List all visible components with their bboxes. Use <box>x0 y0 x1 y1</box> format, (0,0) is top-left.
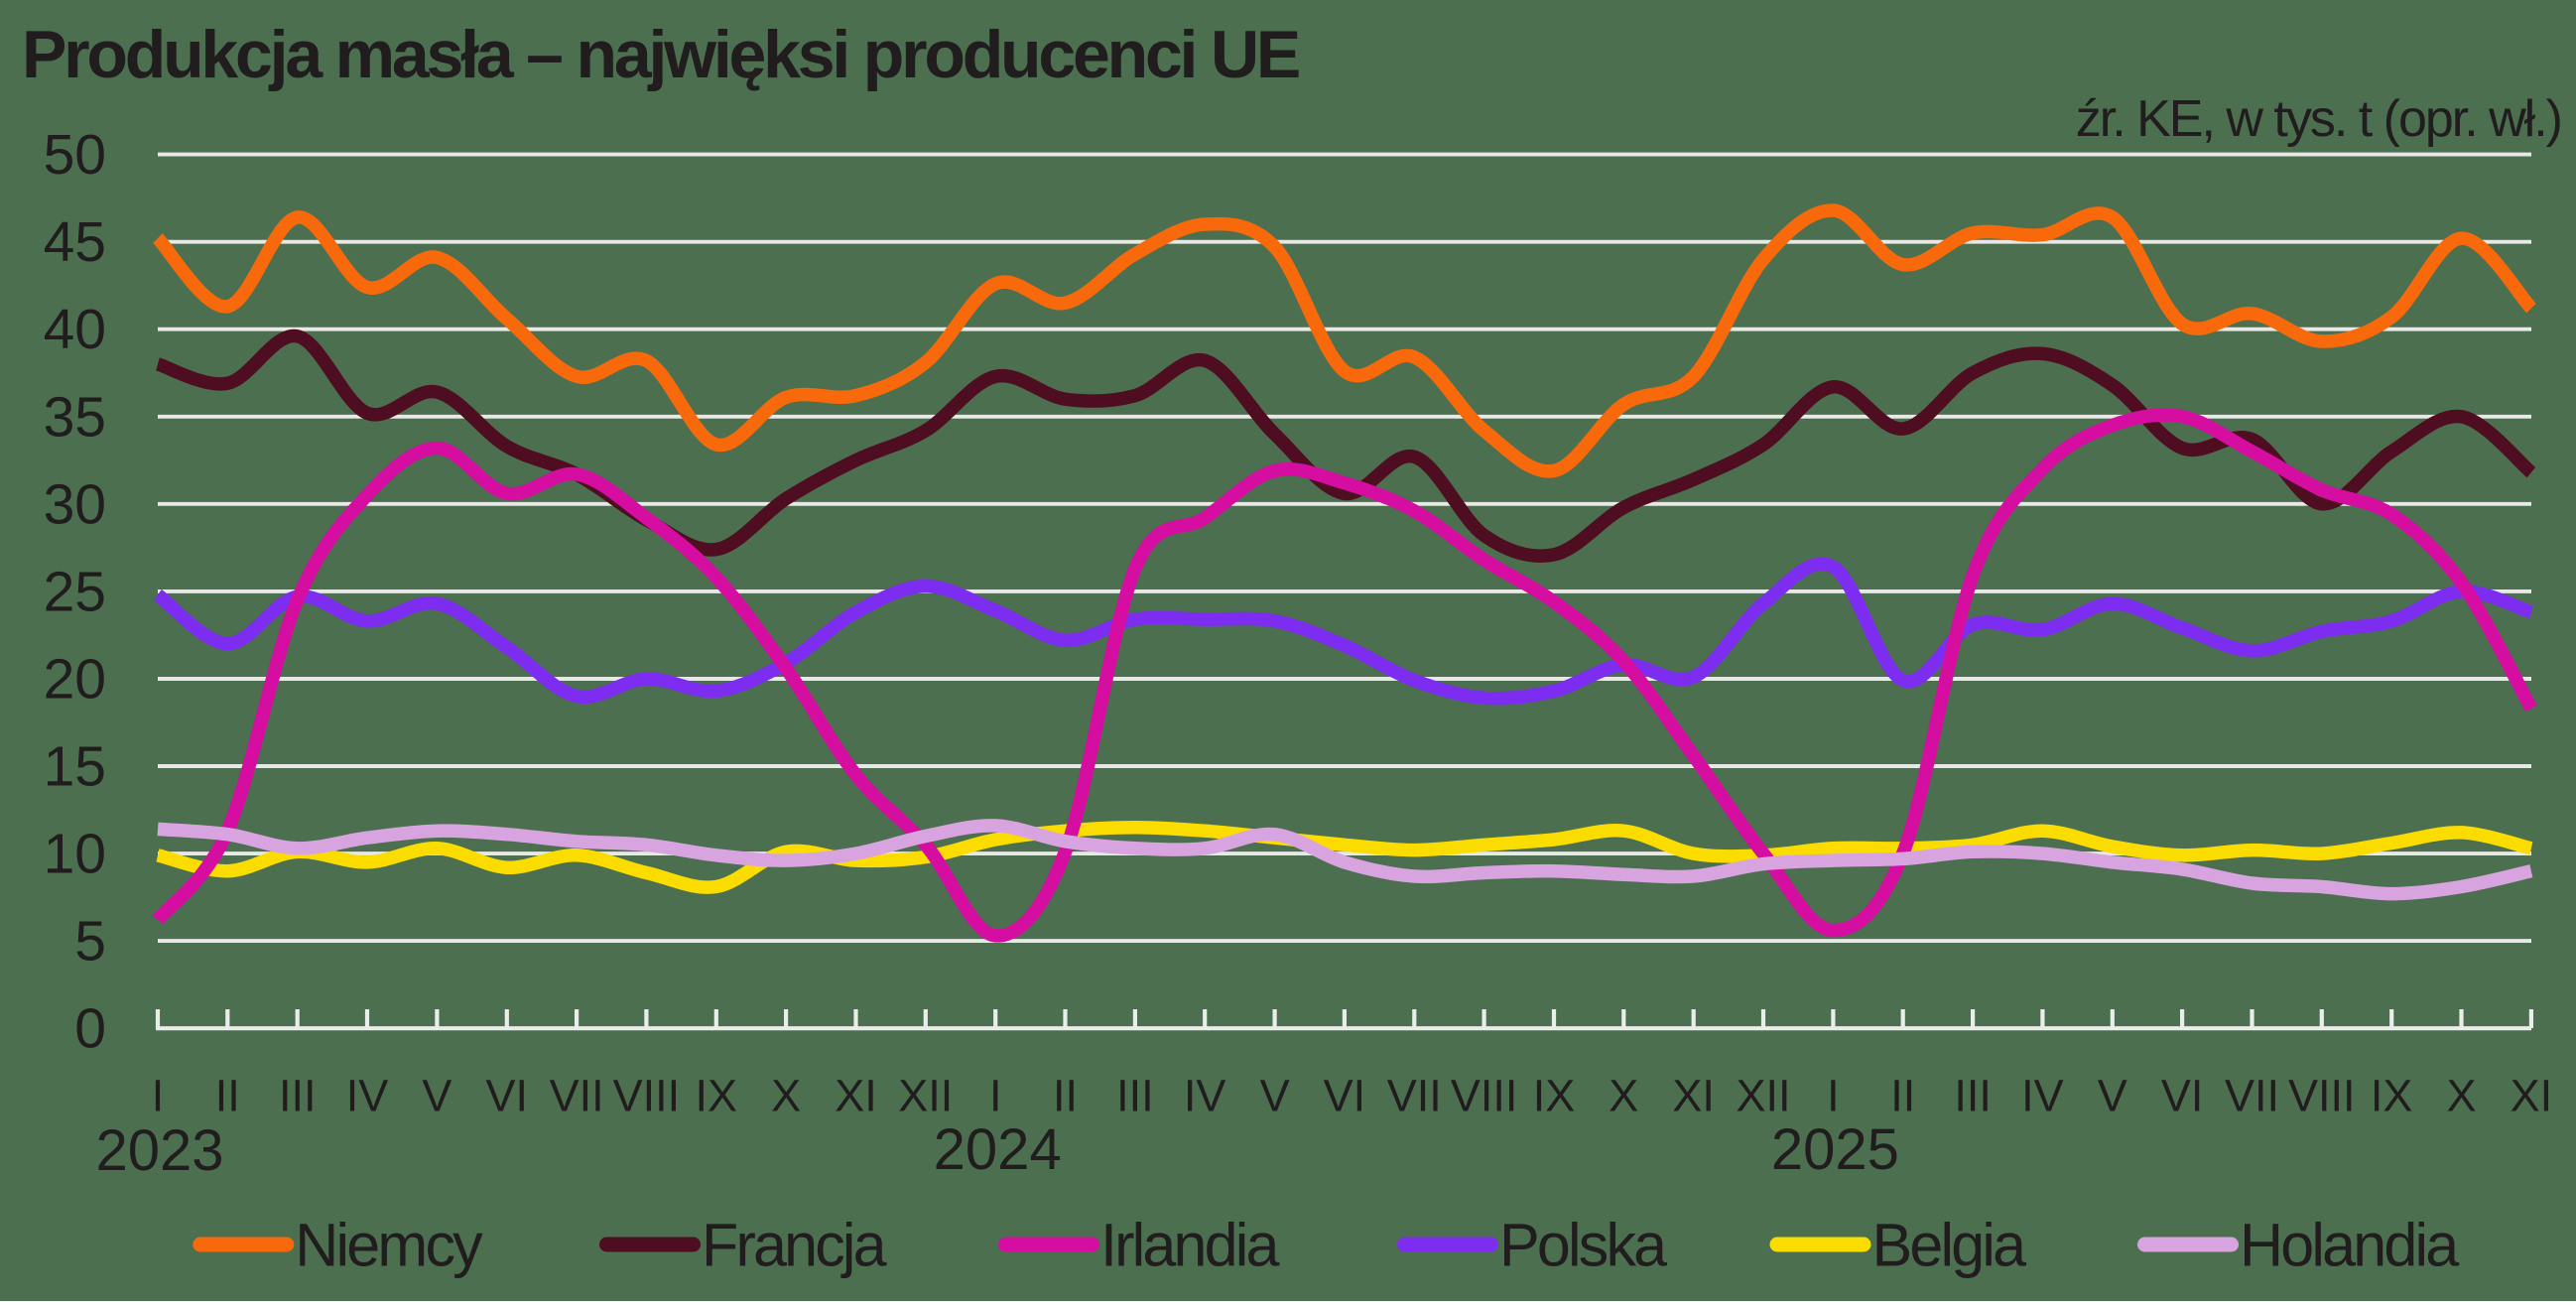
svg-text:2024: 2024 <box>934 1117 1062 1182</box>
svg-text:VIII: VIII <box>613 1071 681 1121</box>
svg-text:XI: XI <box>2511 1071 2553 1121</box>
svg-text:II: II <box>215 1071 240 1121</box>
svg-text:25: 25 <box>44 560 106 623</box>
svg-text:III: III <box>279 1071 317 1121</box>
svg-text:40: 40 <box>44 298 106 361</box>
svg-text:45: 45 <box>44 210 106 274</box>
svg-text:X: X <box>771 1071 801 1121</box>
svg-text:Holandia: Holandia <box>2240 1212 2459 1279</box>
svg-text:XII: XII <box>1736 1071 1790 1121</box>
svg-text:Polska: Polska <box>1499 1212 1667 1279</box>
svg-text:IV: IV <box>346 1071 389 1121</box>
svg-text:I: I <box>989 1071 1002 1121</box>
svg-text:III: III <box>1954 1071 1992 1121</box>
svg-text:II: II <box>1053 1071 1078 1121</box>
svg-text:IX: IX <box>2371 1071 2413 1121</box>
svg-text:20: 20 <box>44 648 106 712</box>
svg-text:Niemcy: Niemcy <box>295 1212 483 1279</box>
svg-text:X: X <box>2446 1071 2476 1121</box>
svg-text:2025: 2025 <box>1771 1117 1899 1182</box>
svg-text:Francja: Francja <box>702 1212 887 1279</box>
svg-text:VII: VII <box>550 1071 604 1121</box>
svg-text:XI: XI <box>1672 1071 1715 1121</box>
svg-text:10: 10 <box>44 823 106 886</box>
svg-text:35: 35 <box>44 385 106 449</box>
svg-text:X: X <box>1609 1071 1638 1121</box>
svg-text:2023: 2023 <box>95 1118 223 1183</box>
svg-text:0: 0 <box>74 997 106 1061</box>
svg-text:Produkcja masła – najwięksi pr: Produkcja masła – najwięksi producenci U… <box>22 17 1299 92</box>
svg-text:źr. KE, w tys. t (opr. wł.): źr. KE, w tys. t (opr. wł.) <box>2076 90 2561 148</box>
svg-text:VII: VII <box>2225 1071 2279 1121</box>
svg-text:30: 30 <box>44 472 106 536</box>
svg-text:50: 50 <box>44 123 106 187</box>
svg-text:IX: IX <box>1533 1071 1576 1121</box>
svg-text:I: I <box>152 1071 165 1121</box>
svg-text:III: III <box>1116 1071 1154 1121</box>
svg-text:XI: XI <box>835 1071 877 1121</box>
svg-text:5: 5 <box>74 910 106 974</box>
svg-text:15: 15 <box>44 735 106 799</box>
svg-text:VIII: VIII <box>1451 1071 1518 1121</box>
svg-text:IV: IV <box>2021 1071 2064 1121</box>
svg-text:Irlandia: Irlandia <box>1100 1212 1280 1279</box>
svg-text:V: V <box>422 1071 451 1121</box>
svg-text:V: V <box>1260 1071 1290 1121</box>
svg-text:II: II <box>1890 1071 1915 1121</box>
svg-text:V: V <box>2098 1071 2127 1121</box>
svg-text:VI: VI <box>486 1071 529 1121</box>
svg-text:XII: XII <box>898 1071 953 1121</box>
svg-text:IX: IX <box>696 1071 738 1121</box>
svg-text:I: I <box>1827 1071 1840 1121</box>
svg-text:VI: VI <box>1324 1071 1366 1121</box>
svg-text:VIII: VIII <box>2288 1071 2356 1121</box>
svg-text:Belgia: Belgia <box>1872 1212 2027 1279</box>
svg-text:IV: IV <box>1184 1071 1226 1121</box>
svg-text:VI: VI <box>2161 1071 2204 1121</box>
svg-text:VII: VII <box>1387 1071 1442 1121</box>
